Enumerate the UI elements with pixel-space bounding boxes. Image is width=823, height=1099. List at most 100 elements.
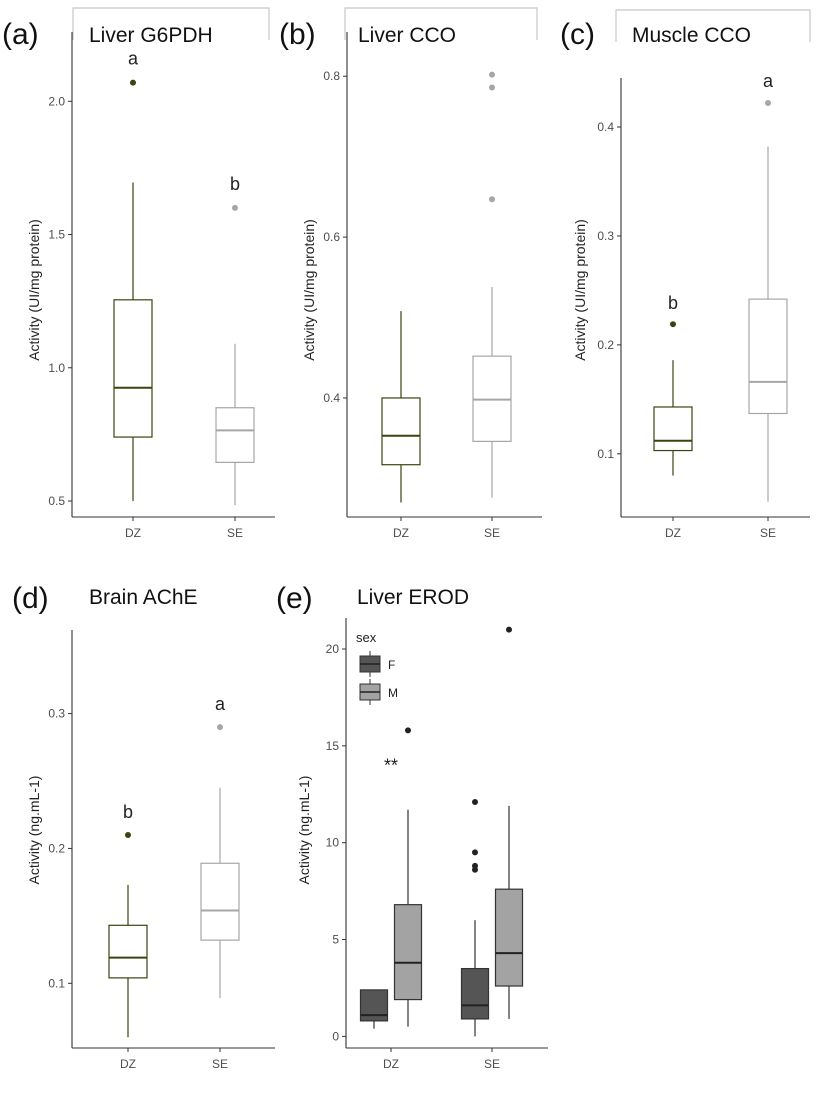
legend-label-m: M [388, 686, 398, 700]
chart-title: Muscle CCO [632, 24, 751, 47]
outlier-point [489, 196, 495, 203]
y-tick-label: 0.5 [48, 494, 65, 508]
box-iqr [113, 299, 153, 438]
y-axis-title: Activity (UI/mg protein) [572, 219, 588, 361]
box-dz: b [653, 293, 693, 476]
y-axis-title: Activity (ng.mL-1) [296, 776, 312, 885]
x-tick-label: SE [212, 1057, 228, 1071]
x-tick-label: DZ [393, 526, 409, 540]
panel-letter: (e) [276, 582, 313, 615]
outlier-point [506, 626, 512, 633]
box-se: a [748, 71, 788, 502]
panel-letter: (c) [560, 18, 595, 51]
outlier-point [670, 321, 676, 328]
y-tick-label: 0.8 [323, 69, 340, 83]
significance-letter: b [123, 802, 133, 822]
box-iqr [653, 406, 693, 452]
chart-panel-a: (a) Liver G6PDH 0.5 1.0 1.5 2.0 DZ SE Activity (… [2, 7, 275, 540]
box-dz: b [108, 802, 148, 1038]
y-tick-label: 0 [332, 1029, 339, 1043]
legend-label-f: F [388, 658, 395, 672]
outlier-point [489, 84, 495, 91]
y-tick-label: 1.5 [48, 228, 65, 242]
box-dz: a [113, 49, 153, 502]
y-tick-label: 0.3 [597, 229, 614, 243]
panel-letter: (a) [2, 18, 39, 51]
legend: sex FM [356, 630, 398, 705]
box-iqr [494, 888, 524, 987]
outlier-point [232, 204, 238, 211]
outlier-point [472, 799, 478, 806]
panel-title-tab [72, 7, 270, 40]
outlier-point [472, 862, 478, 869]
outlier-point [765, 100, 771, 107]
y-tick-label: 15 [326, 739, 340, 753]
y-tick-label: 0.1 [48, 976, 65, 990]
outlier-point [217, 724, 223, 731]
y-axis-title: Activity (UI/mg protein) [301, 219, 317, 361]
box-iqr [108, 924, 148, 979]
box-iqr [215, 407, 255, 463]
legend-title: sex [356, 630, 377, 645]
box-iqr [359, 989, 389, 1022]
panel-title-tab [344, 7, 538, 40]
significance-letter: b [668, 293, 678, 313]
chart-title: Liver G6PDH [89, 24, 213, 47]
y-tick-label: 0.1 [597, 447, 614, 461]
chart-panel-b: (b) Liver CCO 0.4 0.6 0.8 DZ SE Activity (UI/mg… [279, 7, 542, 540]
y-tick-label: 20 [326, 642, 340, 656]
chart-title: Liver CCO [358, 24, 456, 47]
y-tick-label: 0.2 [597, 338, 614, 352]
chart-panel-d: (d) Brain AChE 0.1 0.2 0.3 DZ SE Activity (ng.m… [12, 582, 275, 1071]
y-tick-label: 1.0 [48, 361, 65, 375]
x-tick-label: DZ [125, 526, 141, 540]
chart-panel-c: (c) Muscle CCO 0.1 0.2 0.3 0.4 DZ SE Activity (U… [560, 9, 811, 540]
box-dz-m [393, 727, 423, 1027]
y-axis-title: Activity (UI/mg protein) [26, 219, 42, 361]
x-tick-label: DZ [120, 1057, 136, 1071]
box-iqr [200, 862, 240, 941]
significance-letter: a [128, 49, 139, 69]
box-iqr [748, 298, 788, 415]
box-iqr [460, 967, 490, 1020]
y-tick-label: 10 [326, 836, 340, 850]
chart-panel-e: (e) Liver EROD 0 5 10 15 20 DZ SE Activity (ng.mL… [276, 582, 548, 1071]
y-tick-label: 0.2 [48, 841, 65, 855]
y-tick-label: 5 [332, 933, 339, 947]
box-iqr [381, 397, 421, 466]
outlier-point [405, 727, 411, 734]
box-se-m [494, 626, 524, 1019]
x-tick-label: SE [484, 1057, 500, 1071]
chart-title: Brain AChE [89, 586, 198, 609]
significance-annotation: ** [384, 755, 398, 775]
panel-title-tab [615, 9, 811, 42]
box-iqr [393, 904, 423, 1001]
y-tick-label: 0.4 [323, 391, 340, 405]
box-se: b [215, 174, 255, 506]
significance-letter: a [215, 694, 226, 714]
box-se [472, 71, 512, 498]
significance-letter: b [230, 174, 240, 194]
chart-title: Liver EROD [357, 586, 469, 609]
x-tick-label: SE [227, 526, 243, 540]
y-axis-title: Activity (ng.mL-1) [26, 776, 42, 885]
y-tick-label: 0.4 [597, 120, 614, 134]
box-dz-f [359, 989, 389, 1029]
y-tick-label: 0.6 [323, 230, 340, 244]
y-tick-label: 0.3 [48, 707, 65, 721]
outlier-point [472, 849, 478, 856]
x-tick-label: SE [484, 526, 500, 540]
outlier-point [125, 831, 131, 838]
box-se-f [460, 799, 490, 1037]
x-tick-label: DZ [665, 526, 681, 540]
x-tick-label: DZ [383, 1057, 399, 1071]
panel-letter: (d) [12, 582, 49, 615]
box-se: a [200, 694, 240, 999]
significance-letter: a [763, 71, 774, 91]
x-tick-label: SE [760, 526, 776, 540]
y-tick-label: 2.0 [48, 94, 65, 108]
outlier-point [489, 71, 495, 78]
panel-letter: (b) [279, 18, 316, 51]
outlier-point [130, 79, 136, 86]
